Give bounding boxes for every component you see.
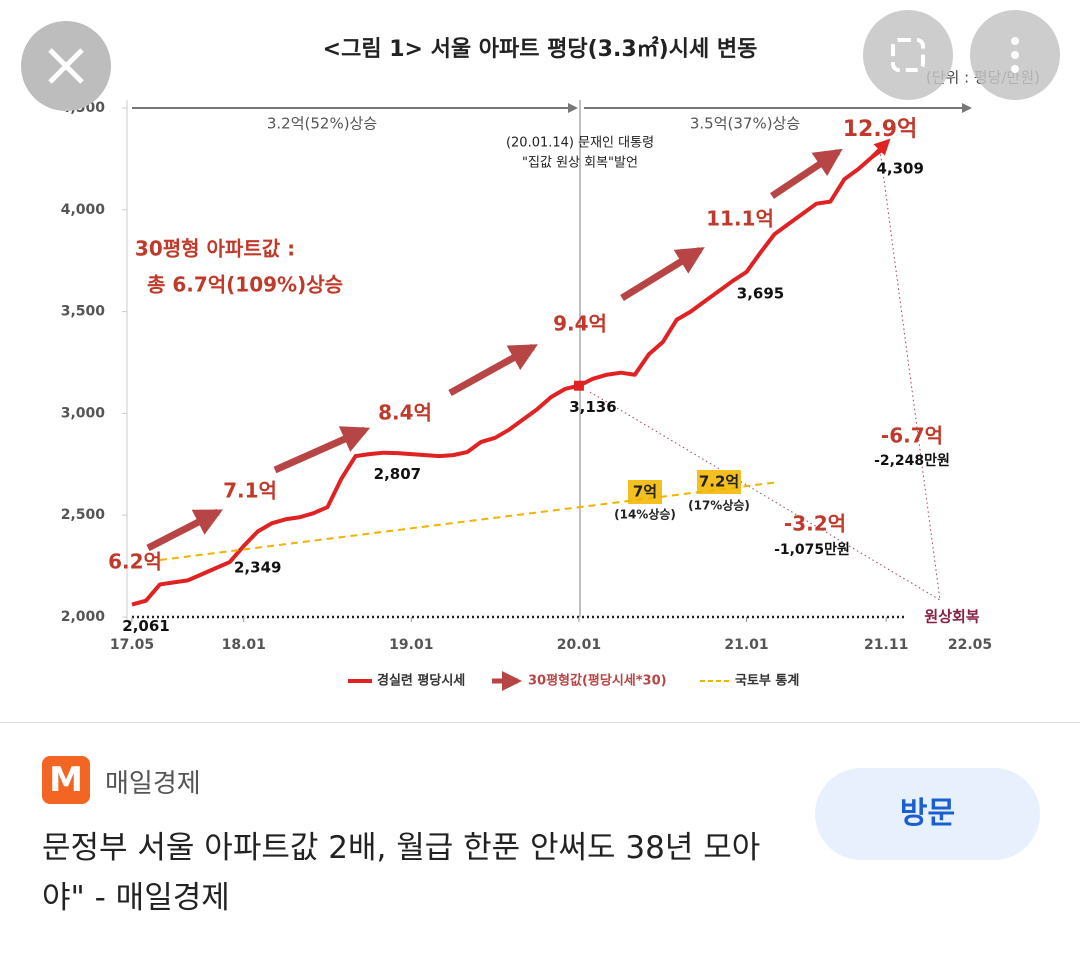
annotation: 원상회복 [924, 608, 979, 626]
close-icon [48, 48, 84, 84]
annotation: 3.5억(37%)상승 [690, 115, 800, 133]
legend-label: 30평형값(평당시세*30) [528, 673, 667, 689]
y-tick-label: 2,500 [61, 507, 106, 523]
annotation: (20.01.14) 문재인 대통령 [506, 136, 654, 151]
x-tick-label: 21.01 [724, 637, 768, 653]
x-tick-label: 17.05 [110, 637, 154, 653]
x-tick-label: 20.01 [557, 637, 601, 653]
annotation: 11.1억 [706, 207, 774, 231]
annotation: (14%상승) [614, 507, 676, 522]
annotation: 9.4억 [553, 312, 607, 336]
more-icon [1011, 37, 1019, 73]
annotation: 3.2억(52%)상승 [267, 115, 377, 133]
series-line [159, 481, 775, 561]
data-label: 4,309 [876, 159, 923, 177]
trend-arrow [448, 343, 538, 397]
annotation: 총 6.7억(109%)상승 [147, 273, 343, 297]
annotation: 30평형 아파트값 : [135, 237, 295, 261]
lens-icon [891, 38, 925, 72]
annotation: -6.7억 [881, 424, 943, 448]
legend: 경실련 평당시세 30평형값(평당시세*30) 국토부 통계 [348, 671, 799, 691]
data-label: 2,061 [122, 617, 169, 635]
data-label: 2,349 [234, 558, 281, 576]
trend-arrow [620, 247, 705, 301]
trend-arrow [273, 426, 371, 474]
legend-label: 국토부 통계 [735, 674, 799, 689]
y-tick-label: 4,000 [61, 202, 106, 218]
annotation: "집값 원상 회복"발언 [522, 156, 638, 171]
lens-button[interactable] [863, 10, 953, 100]
annotation: 7.1억 [223, 479, 277, 503]
label-box [697, 470, 741, 494]
trend-arrow [770, 148, 843, 199]
event-marker [573, 380, 584, 391]
data-label: 2,807 [374, 465, 421, 483]
legend-label: 경실련 평당시세 [377, 673, 465, 689]
annotation: -3.2억 [784, 512, 846, 536]
annotation: (17%상승) [688, 498, 750, 513]
label-box [628, 480, 662, 504]
annotation: -1,075만원 [774, 542, 850, 558]
y-tick-label: 3,000 [61, 405, 106, 421]
viewer-buttons [21, 10, 1060, 111]
x-tick-label: 21.11 [864, 637, 908, 653]
chart: <그림 1> 서울 아파트 평당(3.3㎡)시세 변동 (단위 : 평당/만원)… [21, 10, 1060, 691]
x-tick-label: 19.01 [389, 637, 433, 653]
drop-line [589, 391, 941, 601]
annotation: 8.4억 [378, 401, 432, 425]
drop-line [879, 149, 941, 601]
end-arrow [870, 138, 891, 159]
y-tick-label: 2,000 [61, 609, 106, 625]
annotation: 6.2억 [108, 550, 162, 574]
x-tick-label: 18.01 [222, 637, 266, 653]
annotation: -2,248만원 [874, 453, 950, 469]
chart-title: <그림 1> 서울 아파트 평당(3.3㎡)시세 변동 [323, 36, 758, 62]
annotation: 12.9억 [843, 117, 918, 142]
y-tick-label: 3,500 [61, 304, 106, 320]
series-line [131, 145, 888, 607]
annotation: 7억 [633, 483, 657, 501]
annotation: 7.2억 [699, 473, 739, 491]
result-card: M 매일경제 문정부 서울 아파트값 2배, 월급 한푼 안써도 38년 모아야… [0, 722, 1080, 953]
trend-arrow [146, 508, 223, 552]
data-label: 3,136 [569, 398, 616, 416]
x-tick-label: 22.05 [948, 637, 992, 653]
visit-button[interactable]: 방문 [815, 768, 1040, 860]
result-title[interactable]: 문정부 서울 아파트값 2배, 월급 한푼 안써도 38년 모아야" - 매일경… [42, 830, 761, 916]
decorations [126, 100, 972, 620]
source-logo: M [42, 756, 90, 804]
data-label: 3,695 [737, 284, 784, 302]
source-name: 매일경제 [105, 769, 201, 799]
